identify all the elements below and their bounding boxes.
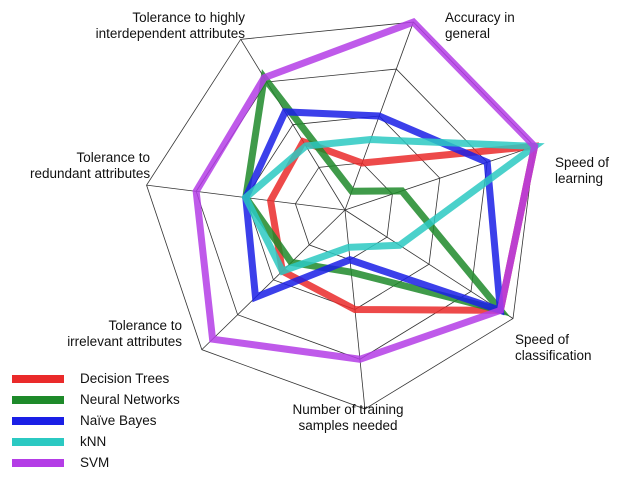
legend-label: Naïve Bayes (80, 413, 157, 428)
axis-label-line: samples needed (298, 418, 398, 433)
legend: Decision Trees Neural Networks Naïve Bayes… (12, 368, 180, 473)
axis-label-5: Tolerance to irrelevant attributes (40, 318, 182, 350)
axis-label-line: Accuracy in (445, 10, 515, 25)
legend-label: Neural Networks (80, 392, 180, 407)
series-na-ve-bayes (242, 108, 505, 316)
legend-item: SVM (12, 452, 180, 473)
series-svm (192, 17, 539, 363)
axis-label-4: Number of training samples needed (278, 402, 418, 434)
legend-item: Decision Trees (12, 368, 180, 389)
grid-spoke-7 (240, 39, 346, 211)
legend-item: kNN (12, 431, 180, 452)
legend-label: Decision Trees (80, 371, 170, 386)
axis-label-line: redundant attributes (30, 166, 151, 181)
legend-swatch (12, 395, 64, 404)
axis-label-1: Accuracy in general (445, 10, 515, 42)
grid-ring-4 (146, 21, 536, 410)
grid-spoke-5 (201, 209, 346, 350)
legend-item: Naïve Bayes (12, 410, 180, 431)
axis-label-line: interdependent attributes (95, 26, 245, 41)
grid-ring-2 (245, 115, 441, 310)
axis-label-7: Tolerance to highly interdependent attrib… (40, 10, 245, 42)
legend-item: Neural Networks (12, 389, 180, 410)
axis-label-line: general (445, 26, 491, 41)
axis-label-line: irrelevant attributes (67, 334, 182, 349)
axis-label-line: Tolerance to (76, 150, 150, 165)
axis-label-line: Speed of (555, 155, 610, 170)
legend-label: SVM (80, 455, 110, 470)
radar-grid (146, 21, 536, 410)
axis-label-3: Speed of classification (515, 332, 592, 364)
grid-spoke-2 (344, 145, 535, 211)
axis-label-line: classification (515, 348, 592, 363)
series-knn (241, 136, 545, 276)
legend-swatch (12, 416, 64, 425)
series-layer (192, 17, 545, 363)
legend-swatch (12, 374, 64, 383)
series-neural-networks (242, 69, 510, 317)
axis-label-line: learning (555, 171, 604, 186)
legend-label: kNN (80, 434, 107, 449)
axis-label-2: Speed of learning (555, 155, 609, 187)
axis-label-6: Tolerance to redundant attributes (30, 150, 150, 182)
legend-swatch (12, 458, 64, 467)
legend-swatch (12, 437, 64, 446)
grid-spoke-3 (344, 209, 514, 319)
axis-label-line: Number of training (292, 402, 404, 417)
axis-label-line: Tolerance to (108, 318, 182, 333)
axis-label-line: Speed of (515, 332, 570, 347)
axis-label-line: Tolerance to highly (132, 10, 245, 25)
